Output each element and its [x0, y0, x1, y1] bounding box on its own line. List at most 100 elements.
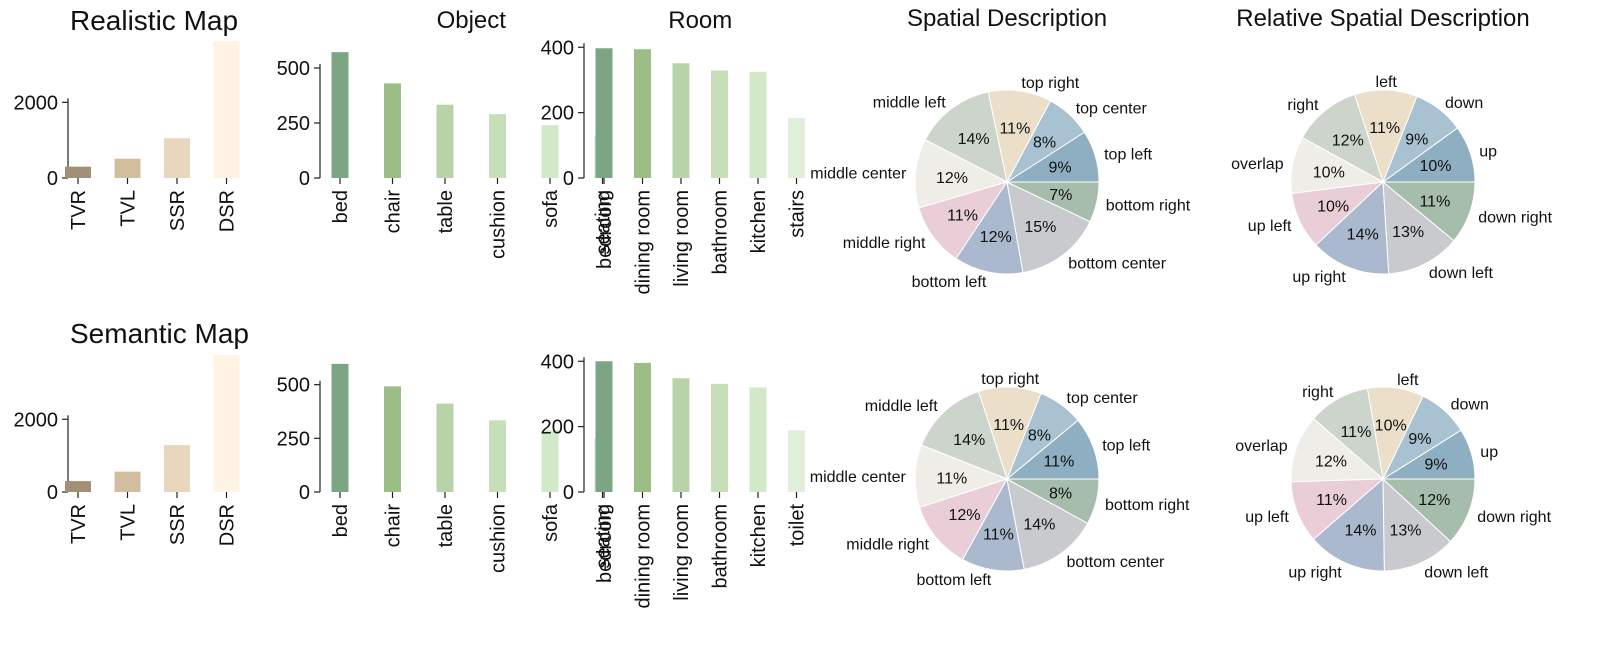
- pie-percent-label: 9%: [1405, 131, 1428, 148]
- pie-percent-label: 11%: [999, 120, 1030, 137]
- bar-tvr: [65, 481, 91, 492]
- pie-chart-spatial-0: Spatial Description 9% top left 8% top cente…: [810, 5, 1190, 291]
- pie-percent-label: 11%: [1340, 424, 1371, 441]
- x-tick-label: table: [435, 504, 457, 547]
- pie-category-label: down left: [1424, 564, 1489, 581]
- x-tick-label: bedroom: [594, 504, 616, 583]
- pie-category-label: middle center: [810, 469, 907, 486]
- pie-category-label: down right: [1477, 509, 1551, 526]
- x-tick-label: bathroom: [710, 504, 732, 589]
- pie-percent-label: 10%: [1419, 158, 1451, 175]
- bar-dining-room: [634, 49, 651, 179]
- x-tick-label: TVL: [118, 504, 140, 541]
- bar-chair: [384, 386, 401, 492]
- bar-tvl: [114, 158, 141, 178]
- bar-sofa: [541, 125, 559, 178]
- pie-percent-label: 14%: [1347, 226, 1379, 243]
- bar-toilet: [788, 430, 805, 492]
- bar-bed: [331, 52, 349, 178]
- pie-category-label: up right: [1288, 564, 1342, 581]
- pie-percent-label: 11%: [947, 208, 978, 225]
- x-tick-label: dining room: [633, 504, 655, 609]
- bar-sofa: [541, 430, 559, 492]
- bar-table: [436, 403, 454, 492]
- pie-slice-bottom-left: [955, 180, 1024, 275]
- pie-category-label: bottom center: [1067, 554, 1166, 571]
- pie-percent-label: 11%: [1043, 453, 1074, 470]
- bar-dining-room: [634, 362, 651, 492]
- pie-category-label: down right: [1478, 209, 1552, 226]
- pie-chart-spatial-1: 11% top left 8% top center 11% top right 14% mi…: [810, 371, 1190, 589]
- pie-slice-top-right: [987, 89, 1052, 184]
- x-tick-label: SSR: [167, 504, 189, 545]
- x-tick-label: living room: [671, 190, 693, 287]
- pie-category-label: right: [1302, 384, 1334, 401]
- x-tick-label: TVL: [118, 190, 140, 227]
- bar-kitchen: [749, 71, 767, 178]
- row-title: Realistic Map: [70, 5, 238, 36]
- bar-bedroom: [595, 48, 613, 178]
- y-tick-label: 400: [541, 351, 574, 373]
- y-tick-label: 0: [563, 168, 574, 190]
- pie-category-label: overlap: [1231, 156, 1284, 173]
- x-tick-label: dining room: [633, 190, 655, 295]
- pie-slice-middle-right: [918, 478, 1009, 561]
- x-tick-label: kitchen: [748, 504, 770, 567]
- x-tick-label: bed: [330, 504, 352, 537]
- pie-slice-right: [1301, 93, 1384, 184]
- pie-category-label: overlap: [1235, 438, 1288, 455]
- bar-living-room: [672, 378, 690, 492]
- pie-slice-bottom-right: [1006, 478, 1100, 524]
- pie-percent-label: 14%: [1023, 517, 1055, 534]
- pie-percent-label: 12%: [948, 507, 980, 524]
- y-tick-label: 500: [277, 58, 310, 80]
- bar-chart-room: Room 0 200 400 bedroom dining room living room…: [541, 7, 809, 295]
- pie-category-label: top right: [1021, 75, 1079, 92]
- pie-chart-relative-0: Relative Spatial Description 10% up 9% down 1…: [1231, 5, 1552, 286]
- pie-slice-middle-left: [924, 91, 1008, 183]
- bar-dsr: [213, 41, 240, 179]
- bar-tvl: [114, 471, 141, 492]
- y-tick-label: 0: [47, 482, 58, 504]
- pie-category-label: top center: [1067, 390, 1139, 407]
- pie-category-label: down: [1451, 397, 1489, 414]
- y-tick-label: 250: [277, 428, 310, 450]
- pie-category-label: up left: [1248, 218, 1292, 235]
- bar-living-room: [672, 63, 690, 178]
- pie-category-label: up: [1479, 144, 1497, 161]
- y-tick-label: 200: [541, 103, 574, 125]
- pie-percent-label: 9%: [1048, 159, 1071, 176]
- pie-slice-down-right: [1381, 478, 1476, 543]
- bar-cushion: [489, 420, 506, 492]
- x-tick-label: bed: [330, 190, 352, 223]
- pie-category-label: bottom center: [1068, 256, 1167, 273]
- panel-title: Spatial Description: [907, 5, 1107, 32]
- pie-percent-label: 12%: [1418, 492, 1450, 509]
- pie-category-label: middle right: [846, 537, 929, 554]
- x-tick-label: sofa: [540, 189, 562, 228]
- bar-chart-realistic-map: Realistic Map 0 2000 TVR TVL SSR DSR: [14, 5, 240, 232]
- pie-percent-label: 8%: [1033, 135, 1056, 152]
- pie-category-label: down left: [1429, 265, 1494, 282]
- x-tick-label: bathroom: [710, 190, 732, 275]
- row-title: Semantic Map: [70, 318, 249, 349]
- x-tick-label: DSR: [217, 190, 239, 232]
- y-tick-label: 0: [299, 168, 310, 190]
- bar-chart-semantic-map: Semantic Map 0 2000 TVR TVL SSR DSR: [14, 318, 249, 546]
- bar-chair: [384, 83, 401, 178]
- pie-category-label: left: [1376, 74, 1398, 91]
- bar-bathroom: [711, 70, 728, 178]
- x-tick-label: chair: [383, 504, 405, 548]
- y-tick-label: 2000: [14, 409, 59, 431]
- pie-category-label: up left: [1245, 509, 1289, 526]
- bar-ssr: [164, 445, 190, 492]
- pie-percent-label: 12%: [980, 229, 1012, 246]
- x-tick-label: seating: [593, 504, 615, 569]
- pie-percent-label: 13%: [1392, 224, 1424, 241]
- pie-category-label: bottom right: [1105, 497, 1190, 514]
- pie-percent-label: 11%: [1369, 120, 1400, 137]
- y-tick-label: 0: [563, 482, 574, 504]
- pie-percent-label: 9%: [1425, 457, 1448, 474]
- pie-percent-label: 11%: [983, 527, 1014, 544]
